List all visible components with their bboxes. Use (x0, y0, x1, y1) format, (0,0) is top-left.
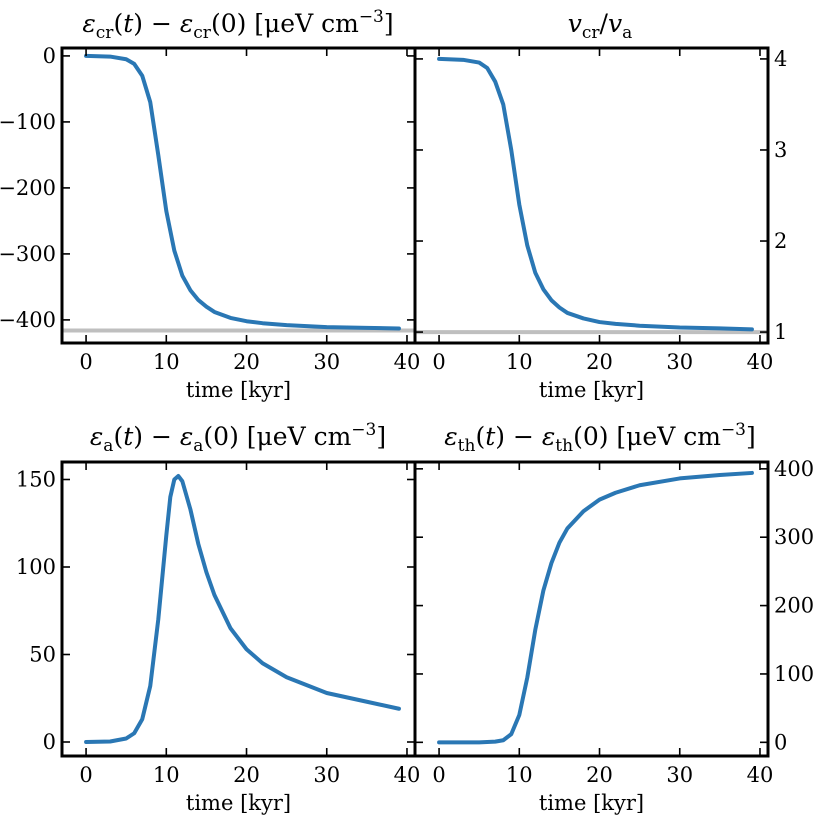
chart-ea-ytick-label: 50 (29, 643, 56, 667)
chart-ecr-title-part: (0) [μeV cm (211, 9, 359, 38)
chart-eth-title-part: ) − (495, 422, 542, 451)
chart-ecr-ytick-label: −100 (0, 110, 56, 134)
chart-ea-title-part: ) − (133, 422, 180, 451)
chart-ea-title-part: ( (113, 422, 123, 451)
chart-ecr-frame (60, 46, 417, 345)
chart-eth-xtick-label: 40 (747, 763, 774, 787)
chart-eth-ytick-label: 0 (774, 730, 787, 754)
chart-ea-ytick-label: 100 (16, 555, 56, 579)
chart-ea-frame (60, 460, 417, 758)
chart-eth-title-part: ε (444, 422, 457, 451)
chart-eth-series-line (437, 470, 754, 745)
chart-vratio-title-part: / (600, 9, 609, 38)
chart-ecr-xtick-label: 10 (153, 350, 180, 374)
chart-vratio-title-part: a (622, 23, 632, 43)
chart-vratio-frame (413, 46, 770, 345)
chart-vratio-xtick-label: 40 (747, 350, 774, 374)
chart-eth-title-part: ( (475, 422, 485, 451)
chart-ecr-xtick-label: 40 (394, 350, 421, 374)
chart-eth-ytick-label: 200 (774, 594, 814, 618)
chart-eth-ytick-label: 300 (774, 525, 814, 549)
chart-ecr-title-part: ) − (133, 9, 180, 38)
chart-ecr-ytick-label: 0 (43, 44, 56, 68)
chart-vratio-ytick-label: 1 (774, 320, 787, 344)
chart-vratio-xlabel: time [kyr] (539, 378, 644, 402)
chart-eth-xlabel: time [kyr] (539, 791, 644, 815)
chart-ecr-title-part: ε (82, 9, 95, 38)
chart-ea-xtick-label: 30 (313, 763, 340, 787)
chart-eth-xtick-label: 20 (586, 763, 613, 787)
chart-eth-frame (413, 460, 770, 758)
chart-ea-xtick-label: 0 (79, 763, 92, 787)
chart-ecr-ytick-label: −200 (0, 176, 56, 200)
chart-ecr-title-part: ε (180, 9, 193, 38)
chart-ea-title-part: a (193, 436, 203, 456)
chart-ecr-series-line (84, 53, 401, 331)
chart-eth-ytick-label: 100 (774, 662, 814, 686)
chart-eth-title: εth(t) − εth(0) [μeV cm−3] (444, 420, 756, 456)
chart-vratio-series-line (437, 56, 754, 332)
chart-vratio-title: vcr/va (568, 9, 632, 43)
chart-ea-title-part: t (123, 422, 134, 451)
chart-ea-title-part: ] (376, 422, 386, 451)
chart-eth-xtick-label: 30 (666, 763, 693, 787)
chart-ecr-xlabel: time [kyr] (186, 378, 291, 402)
chart-ea-xlabel: time [kyr] (186, 791, 291, 815)
chart-ea-ytick-label: 0 (43, 730, 56, 754)
chart-ea-title-part: ε (180, 422, 193, 451)
chart-ecr-title-part: ] (384, 9, 394, 38)
chart-ecr-title-part: −3 (359, 7, 384, 27)
chart-ecr-title: εcr(t) − εcr(0) [μeV cm−3] (82, 7, 393, 43)
chart-ea-title-part: −3 (351, 420, 376, 440)
chart-ecr-ytick-label: −300 (0, 242, 56, 266)
chart-ea-xtick-label: 10 (153, 763, 180, 787)
chart-vratio-title-part: cr (582, 23, 601, 43)
chart-vratio-ytick-label: 3 (774, 138, 787, 162)
chart-vratio-xtick-label: 20 (586, 350, 613, 374)
chart-ecr-xtick-label: 0 (79, 350, 92, 374)
chart-ea-ytick-label: 150 (16, 468, 56, 492)
chart-eth-xtick-label: 0 (432, 763, 445, 787)
chart-ea-title-part: (0) [μeV cm (203, 422, 351, 451)
chart-ea-title: εa(t) − εa(0) [μeV cm−3] (90, 420, 386, 456)
chart-eth-xtick-label: 10 (506, 763, 533, 787)
chart-eth-title-part: −3 (721, 420, 746, 440)
chart-vratio-xtick-label: 0 (432, 350, 445, 374)
chart-eth-title-part: (0) [μeV cm (573, 422, 721, 451)
chart-ea-xtick-label: 20 (233, 763, 260, 787)
chart-vratio-ytick-label: 2 (774, 229, 787, 253)
chart-eth-title-part: th (458, 436, 476, 456)
chart-ecr-xtick-label: 30 (313, 350, 340, 374)
chart-ecr-title-part: ( (113, 9, 123, 38)
chart-eth-title-part: ε (542, 422, 555, 451)
chart-ea-xtick-label: 40 (394, 763, 421, 787)
chart-vratio-title-part: v (608, 9, 622, 38)
chart-vratio-ytick-label: 4 (774, 47, 787, 71)
chart-eth-title-part: t (485, 422, 496, 451)
chart-eth-ytick-label: 400 (774, 457, 814, 481)
chart-ea-title-part: a (103, 436, 113, 456)
chart-vratio-xtick-label: 10 (506, 350, 533, 374)
chart-ea-title-part: ε (90, 422, 103, 451)
chart-ecr-title-part: t (123, 9, 134, 38)
chart-ecr-title-part: cr (96, 23, 115, 43)
chart-ea-series-line (84, 474, 401, 744)
chart-eth-title-part: th (555, 436, 573, 456)
chart-ecr-xtick-label: 20 (233, 350, 260, 374)
chart-vratio-xtick-label: 30 (666, 350, 693, 374)
chart-vratio-title-part: v (568, 9, 582, 38)
chart-ecr-ytick-label: −400 (0, 308, 56, 332)
chart-eth-title-part: ] (746, 422, 756, 451)
chart-ecr-title-part: cr (193, 23, 212, 43)
